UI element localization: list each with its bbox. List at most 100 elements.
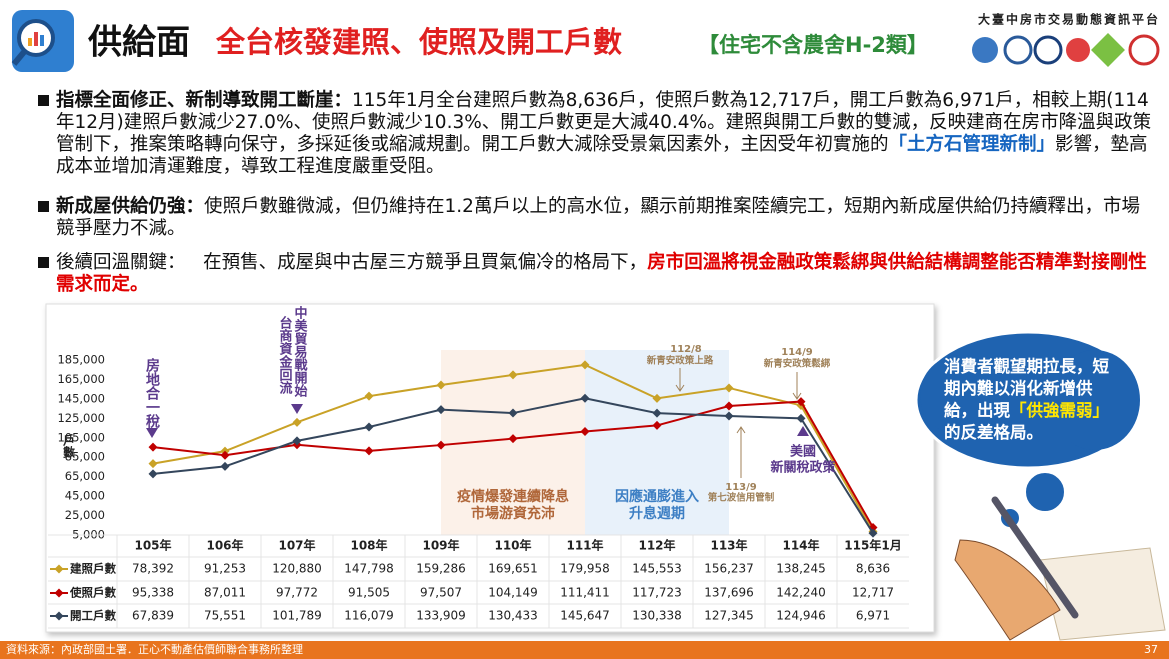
x-tick-label: 113年 <box>710 538 747 553</box>
bullet-text: 115年1月全台建照戶數為8,636戶，使照戶數為12,717戶，開工戶數為6,… <box>56 90 1152 155</box>
period-shade <box>585 350 729 535</box>
data-point <box>652 408 662 418</box>
title: 供給面 <box>87 23 190 63</box>
y-tick-label: 105,000 <box>57 430 105 444</box>
x-tick-label: 109年 <box>422 538 459 553</box>
y-tick-label: 45,000 <box>65 489 105 503</box>
table-value: 145,647 <box>560 609 610 623</box>
bullet-lead: 指標全面修正、新制導致開工斷崖： <box>56 90 353 111</box>
data-point <box>364 446 374 456</box>
annotation: 疫情爆發連續降息 <box>457 488 569 505</box>
annotation: 房地合一稅 <box>144 357 160 429</box>
annotation: 新關稅政策 <box>770 460 836 476</box>
subtitle: 全台核發建照、使照及開工戶數 <box>215 25 622 59</box>
y-tick-label: 145,000 <box>57 391 105 405</box>
table-value: 116,079 <box>344 609 394 623</box>
data-point <box>796 413 806 423</box>
table-value: 111,411 <box>560 586 610 600</box>
data-point <box>580 360 590 370</box>
annotation: 美國 <box>790 444 816 460</box>
x-tick-label: 115年1月 <box>844 538 901 553</box>
data-point <box>436 440 446 450</box>
table-value: 91,253 <box>204 562 246 576</box>
table-value: 124,946 <box>776 609 826 623</box>
table-value: 127,345 <box>704 609 754 623</box>
arrow <box>291 404 303 414</box>
data-point <box>148 442 158 452</box>
data-point <box>508 434 518 444</box>
y-tick-label: 65,000 <box>65 469 105 483</box>
annotation: 因應通膨進入 <box>615 488 699 505</box>
annotation: 新青安政策上路 <box>647 355 714 367</box>
y-tick-label: 125,000 <box>57 411 105 425</box>
table-value: 75,551 <box>204 609 246 623</box>
callout-text: 消費者觀望期拉長，短期內難以消化新增供給，出現 <box>944 357 1109 420</box>
logo <box>972 37 998 63</box>
arrow <box>792 372 802 400</box>
bullet-highlight: 「土方石管理新制」 <box>888 134 1056 155</box>
legend-label: 開工戶數 <box>70 609 116 623</box>
annotation: 中美貿易戰開始 <box>292 305 308 398</box>
table-value: 159,286 <box>416 562 466 576</box>
y-axis-label: 戶數 <box>62 433 76 459</box>
data-point <box>580 427 590 437</box>
data-point <box>364 422 374 432</box>
callout-text: 消費者觀望期拉長，短期內難以消化新增供給，出現「供強需弱」的反差格局。 <box>944 356 1114 444</box>
table-value: 87,011 <box>204 586 246 600</box>
data-point <box>652 420 662 430</box>
data-point <box>220 450 230 460</box>
data-point <box>868 528 878 538</box>
x-tick-label: 105年 <box>134 538 171 553</box>
table-value: 97,772 <box>276 586 318 600</box>
data-point <box>580 393 590 403</box>
legend-marker <box>54 611 64 621</box>
cloud <box>920 355 1000 435</box>
table-value: 6,971 <box>856 609 890 623</box>
data-point <box>724 401 734 411</box>
table-value: 101,789 <box>272 609 322 623</box>
table-value: 169,651 <box>488 562 538 576</box>
callout-highlight: 「供強需弱」 <box>1010 401 1109 420</box>
data-point <box>724 383 734 393</box>
table-value: 120,880 <box>272 562 322 576</box>
footer-bar <box>0 641 1169 659</box>
footer-source: 資料來源：內政部國土署．正心不動產估價師聯合事務所整理 <box>6 642 303 656</box>
cloud <box>1024 471 1066 513</box>
x-tick-label: 108年 <box>350 538 387 553</box>
logo <box>1066 38 1090 62</box>
table-value: 91,505 <box>348 586 390 600</box>
annotation: 113/9 <box>725 482 757 493</box>
y-tick-label: 165,000 <box>57 372 105 386</box>
icon <box>28 38 32 46</box>
bullet-lead: 新成屋供給仍強： <box>56 196 205 217</box>
y-tick-label: 25,000 <box>65 508 105 522</box>
logo <box>1003 35 1033 65</box>
table-value: 97,507 <box>420 586 462 600</box>
annotation: 市場游資充沛 <box>471 505 555 522</box>
data-point <box>292 436 302 446</box>
callout-text: 的反差格局。 <box>944 423 1043 442</box>
bullet: 後續回溫關鍵： 在預售、成屋與中古屋三方競爭且買氣偏冷的格局下，房市回溫將視金融… <box>38 252 1158 296</box>
data-point <box>796 397 806 407</box>
table-value: 145,553 <box>632 562 682 576</box>
x-tick-label: 110年 <box>494 538 531 553</box>
data-point <box>220 461 230 471</box>
header: 供給面 全台核發建照、使照及開工戶數 【住宅不含農舍H-2類】 大臺中房市交易動… <box>11 10 1160 72</box>
bullet: 指標全面修正、新制導致開工斷崖：115年1月全台建照戶數為8,636戶，使照戶數… <box>38 90 1158 178</box>
annotation: 新青安政策鬆綁 <box>764 358 831 370</box>
callout <box>914 330 1166 641</box>
icon <box>11 50 27 66</box>
table-value: 137,696 <box>704 586 754 600</box>
note: 【住宅不含農舍H-2類】 <box>698 33 928 57</box>
table-value: 179,958 <box>560 562 610 576</box>
table-value: 12,717 <box>852 586 894 600</box>
data-point <box>724 411 734 421</box>
table-value: 130,338 <box>632 609 682 623</box>
logo <box>1128 34 1160 66</box>
y-tick-label: 85,000 <box>65 450 105 464</box>
data-point <box>508 408 518 418</box>
arrow <box>797 426 809 436</box>
bullet-text: 影響，墊高成本並增加清運難度，導致工程進度嚴重受阻。 <box>56 134 1148 177</box>
table-value: 147,798 <box>344 562 394 576</box>
